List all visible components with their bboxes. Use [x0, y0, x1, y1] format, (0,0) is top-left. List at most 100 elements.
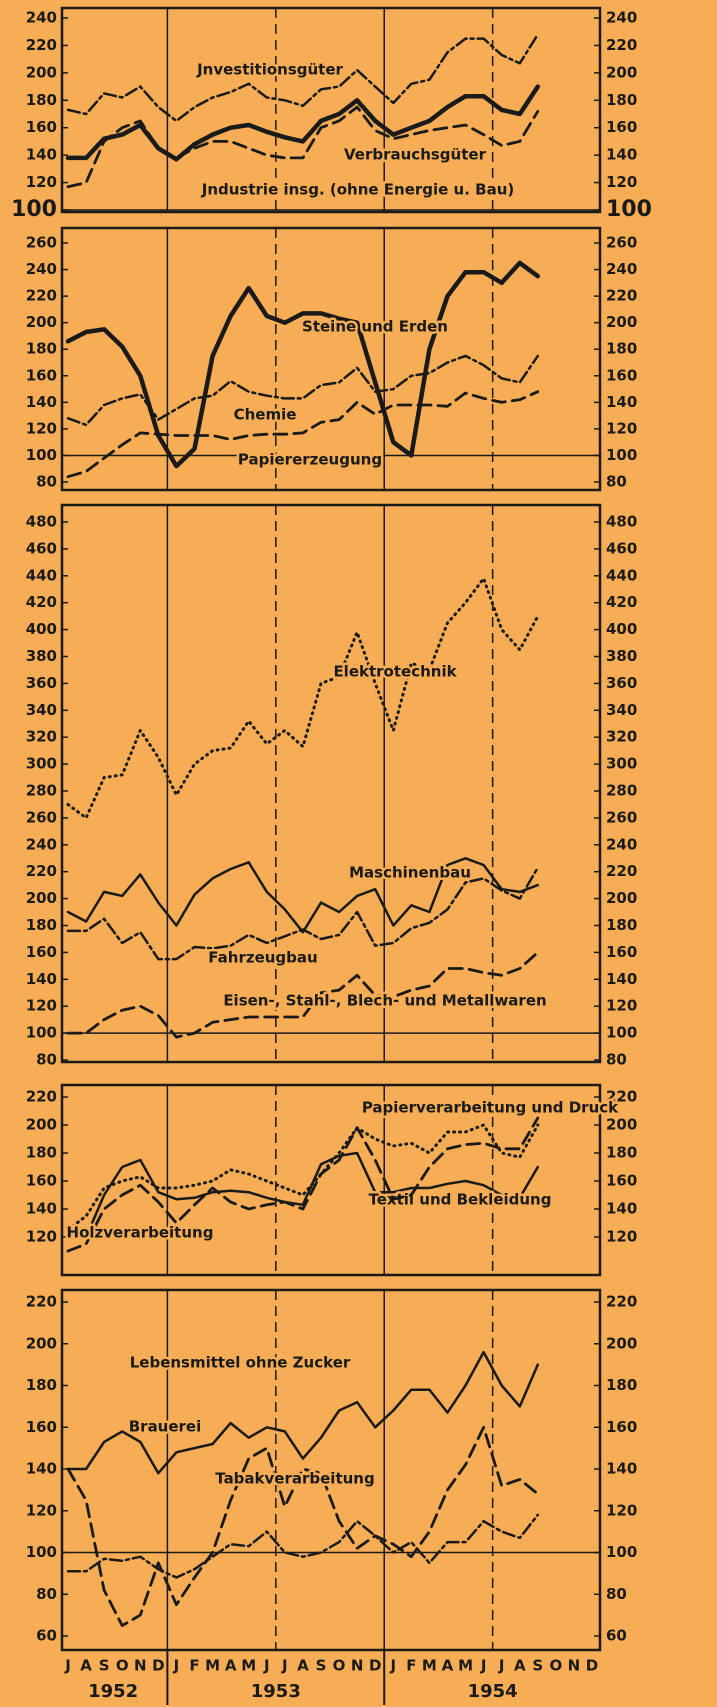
y-tick-label: 240 [26, 835, 57, 853]
y2-tick-label: 440 [606, 566, 637, 584]
y2-tick-label: 220 [606, 862, 637, 880]
y-tick-label: 220 [26, 1088, 57, 1106]
year-label: 1952 [88, 1681, 138, 1702]
x-tick-label: J [263, 1657, 270, 1675]
y2-tick-label: 300 [606, 755, 637, 773]
series-label: Lebensmittel ohne Zucker [130, 1354, 351, 1372]
series-label: Tabakverarbeitung [215, 1470, 374, 1488]
y2-tick-label: 160 [606, 366, 637, 384]
y-tick-label: 100 [11, 197, 57, 222]
y2-tick-label: 220 [606, 36, 637, 54]
x-tick-label: S [99, 1657, 110, 1675]
x-tick-label: J [281, 1657, 288, 1675]
y-tick-label: 60 [36, 1627, 57, 1645]
y2-tick-label: 140 [606, 1200, 637, 1218]
y2-tick-label: 160 [606, 118, 637, 136]
y2-tick-label: 280 [606, 782, 637, 800]
x-tick-label: N [568, 1657, 581, 1675]
y-tick-label: 240 [26, 9, 57, 27]
y2-tick-label: 480 [606, 513, 637, 531]
series-line [66, 33, 540, 123]
y-tick-label: 320 [26, 728, 57, 746]
y2-tick-label: 160 [606, 943, 637, 961]
series-line [66, 105, 540, 189]
series-label: Jndustrie insg. (ohne Energie u. Bau) [201, 181, 515, 199]
y2-tick-label: 100 [606, 197, 652, 222]
y2-tick-label: 120 [606, 173, 637, 191]
series-line [66, 1151, 540, 1239]
y2-tick-label: 120 [606, 997, 637, 1015]
series-label: Verbrauchsgüter [344, 146, 487, 164]
y2-tick-label: 100 [606, 446, 637, 464]
y-tick-label: 140 [26, 1200, 57, 1218]
y2-tick-label: 460 [606, 539, 637, 557]
x-tick-label: S [532, 1657, 543, 1675]
y-tick-label: 180 [26, 340, 57, 358]
y-tick-label: 200 [26, 1116, 57, 1134]
y2-tick-label: 320 [606, 728, 637, 746]
y-tick-label: 180 [26, 1144, 57, 1162]
series-line [66, 866, 540, 961]
y-tick-label: 120 [26, 1228, 57, 1246]
plot-frame [60, 503, 602, 1064]
y-tick-label: 220 [26, 287, 57, 305]
x-tick-label: D [369, 1657, 381, 1675]
y-tick-label: 140 [26, 970, 57, 988]
y2-tick-label: 200 [606, 63, 637, 81]
series-label: Papiererzeugung [238, 451, 382, 469]
series-line [66, 1425, 540, 1627]
y-tick-label: 180 [26, 91, 57, 109]
series-line [66, 577, 540, 820]
series-line [66, 1513, 540, 1579]
y2-tick-label: 140 [606, 393, 637, 411]
series-label: Elektrotechnik [333, 663, 457, 681]
x-tick-label: M [458, 1657, 473, 1675]
y2-tick-label: 60 [606, 1627, 627, 1645]
y2-tick-label: 200 [606, 313, 637, 331]
y-tick-label: 140 [26, 146, 57, 164]
y-tick-label: 200 [26, 1334, 57, 1352]
y2-tick-label: 120 [606, 1228, 637, 1246]
series-label: Fahrzeugbau [208, 949, 317, 967]
y-tick-label: 380 [26, 647, 57, 665]
y2-tick-label: 140 [606, 146, 637, 164]
y-tick-label: 100 [26, 1024, 57, 1042]
y-tick-label: 260 [26, 234, 57, 252]
y-tick-label: 280 [26, 782, 57, 800]
y2-tick-label: 200 [606, 1334, 637, 1352]
series-label: Papierverarbeitung und Druck [362, 1099, 619, 1117]
y2-tick-label: 180 [606, 340, 637, 358]
x-tick-label: A [225, 1657, 237, 1675]
y2-tick-label: 360 [606, 674, 637, 692]
y-tick-label: 200 [26, 889, 57, 907]
y2-tick-label: 140 [606, 1460, 637, 1478]
x-tick-label: J [498, 1657, 505, 1675]
x-tick-label: J [64, 1657, 71, 1675]
series-line [66, 857, 540, 934]
series-line [65, 260, 541, 469]
y-tick-label: 120 [26, 1501, 57, 1519]
y-tick-label: 220 [26, 36, 57, 54]
y-tick-label: 100 [26, 1543, 57, 1561]
x-tick-label: J [389, 1657, 396, 1675]
series-label: Steine und Erden [302, 318, 448, 336]
y2-tick-label: 100 [606, 1024, 637, 1042]
series-label: Jnvestitionsgüter [196, 61, 343, 79]
y-tick-label: 480 [26, 513, 57, 531]
y-tick-label: 180 [26, 1376, 57, 1394]
year-label: 1953 [251, 1681, 301, 1702]
y2-tick-label: 260 [606, 808, 637, 826]
year-label: 1954 [468, 1681, 518, 1702]
y-tick-label: 160 [26, 118, 57, 136]
y2-tick-label: 240 [606, 9, 637, 27]
x-tick-label: M [241, 1657, 256, 1675]
y2-tick-label: 160 [606, 1172, 637, 1190]
series-label: Chemie [234, 406, 297, 424]
y2-tick-label: 180 [606, 916, 637, 934]
y-tick-label: 160 [26, 1418, 57, 1436]
y-tick-label: 140 [26, 1460, 57, 1478]
y2-tick-label: 180 [606, 1376, 637, 1394]
x-tick-label: J [480, 1657, 487, 1675]
series-label: Maschinenbau [349, 864, 471, 882]
y-tick-label: 120 [26, 997, 57, 1015]
